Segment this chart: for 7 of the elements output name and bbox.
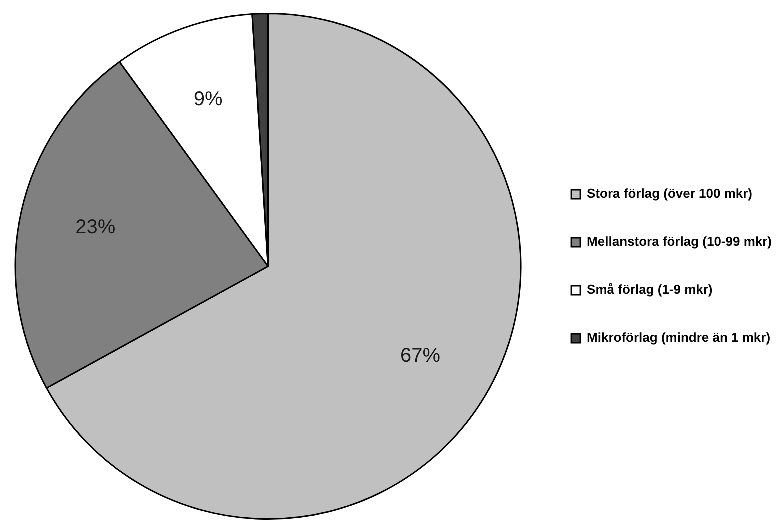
legend-label: Stora förlag (över 100 mkr) <box>587 186 753 202</box>
data-label: 23% <box>76 216 116 238</box>
data-label: 67% <box>400 345 441 368</box>
data-label: 9% <box>194 88 224 111</box>
legend-label: Mellanstora förlag (10-99 mkr) <box>587 234 772 250</box>
legend-label: Små förlag (1-9 mkr) <box>587 282 713 298</box>
legend-label: Mikroförlag (mindre än 1 mkr) <box>587 330 771 346</box>
